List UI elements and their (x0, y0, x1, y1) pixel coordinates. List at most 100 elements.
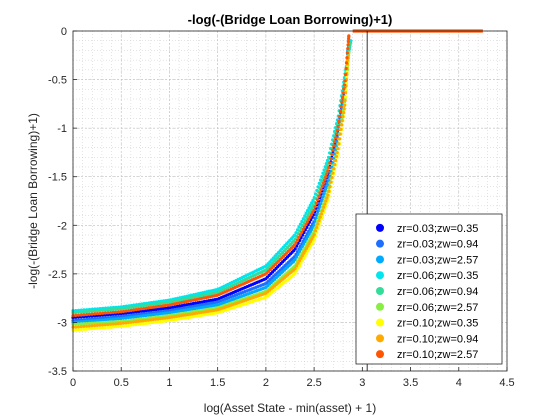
series-point (320, 184, 324, 189)
series-point (337, 119, 341, 124)
series-point (302, 256, 306, 260)
series-point (341, 91, 345, 95)
series-point (95, 318, 99, 323)
series-point (146, 306, 151, 310)
series-point (165, 311, 170, 315)
series-point (299, 247, 303, 251)
series-point (298, 233, 302, 237)
series-point (139, 322, 143, 326)
series-point (124, 316, 128, 320)
series-point (154, 307, 158, 312)
series-point (346, 43, 350, 47)
series-point (159, 304, 163, 308)
series-point (310, 201, 314, 205)
series-point (333, 140, 337, 144)
series-point (292, 243, 297, 247)
series-point (85, 327, 89, 331)
series-point (312, 237, 316, 241)
series-point (336, 125, 340, 129)
series-point (111, 322, 115, 326)
series-point (156, 301, 161, 306)
series-point (119, 316, 123, 321)
series-point (308, 230, 313, 234)
series-point (103, 326, 107, 330)
series-point (326, 169, 330, 173)
legend-entry: zr=0.10;zw=2.57 (397, 349, 478, 361)
series-point (322, 178, 327, 182)
series-point (90, 324, 94, 328)
series-point (127, 306, 131, 310)
series-point (129, 320, 133, 324)
series-point (98, 326, 102, 330)
series-point (98, 323, 102, 327)
series-point (306, 213, 310, 217)
series-point (108, 310, 113, 315)
series-point (121, 324, 125, 328)
series-point (334, 154, 338, 158)
series-point (156, 320, 160, 324)
series-point (161, 311, 165, 316)
series-point (299, 256, 303, 260)
series-7 (71, 54, 350, 329)
legend-marker (376, 302, 384, 311)
legend-entry: zr=0.03;zw=2.57 (397, 254, 478, 266)
series-point (131, 315, 136, 319)
series-point (76, 310, 81, 314)
series-point (101, 323, 105, 327)
legend-entry: zr=0.06;zw=0.94 (397, 286, 478, 298)
series-point (101, 308, 105, 312)
y-tick-label: -1 (57, 123, 67, 135)
x-tick-label: 1.5 (210, 377, 225, 389)
legend-marker (376, 271, 384, 280)
series-point (303, 254, 307, 258)
series-point (303, 239, 307, 244)
series-point (304, 222, 308, 227)
series-point (326, 193, 330, 197)
series-6 (71, 58, 350, 332)
series-point (317, 194, 321, 199)
legend-entry: zr=0.10;zw=0.94 (397, 333, 478, 345)
series-point (74, 328, 78, 332)
series-point (82, 313, 86, 317)
series-point (121, 316, 125, 320)
series-point (119, 324, 123, 328)
series-point (338, 114, 342, 118)
series-8 (71, 34, 351, 318)
series-point (331, 171, 335, 175)
series-point (127, 309, 131, 313)
series-point (109, 308, 113, 312)
series-point (93, 319, 97, 323)
series-point (87, 327, 91, 331)
series-point (320, 208, 325, 213)
series-point (341, 110, 346, 115)
x-tick-label: 3.5 (403, 377, 418, 389)
series-point (340, 100, 344, 104)
x-tick-label: 0.5 (114, 377, 129, 389)
series-point (330, 175, 334, 180)
y-tick-label: 0 (61, 26, 67, 38)
series-point (307, 206, 311, 210)
series-point (327, 166, 331, 170)
x-tick-label: 4.5 (499, 377, 514, 389)
series-point (309, 208, 313, 212)
series-point (139, 304, 143, 308)
series-point (103, 311, 107, 315)
series-point (163, 311, 167, 315)
series-point (134, 308, 138, 312)
series-point (154, 305, 158, 309)
series-point (165, 319, 170, 323)
series-point (74, 322, 78, 326)
series-point (111, 310, 115, 314)
series-point (116, 317, 120, 321)
series-point (153, 317, 158, 321)
series-point (129, 308, 133, 312)
series-point (82, 310, 86, 314)
series-point (79, 327, 83, 332)
y-tick-label: -2 (57, 220, 67, 232)
series-point (106, 318, 110, 322)
series-point (116, 322, 120, 326)
series-point (300, 230, 304, 234)
series-point (85, 312, 89, 317)
legend-marker (376, 239, 384, 248)
